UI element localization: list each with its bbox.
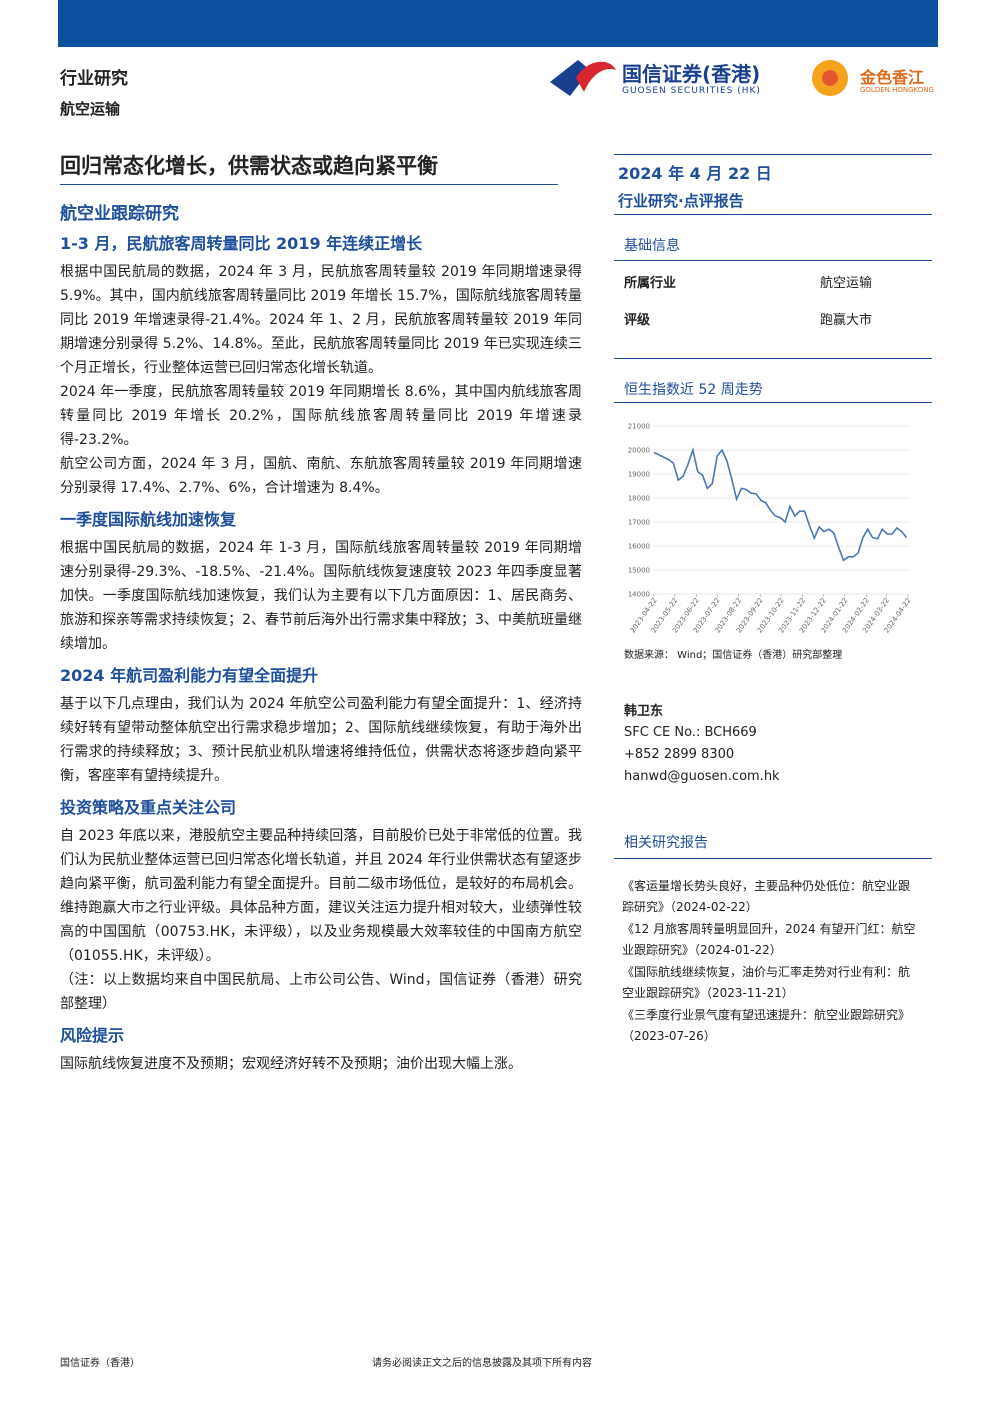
analyst-email: hanwd@guosen.com.hk: [624, 769, 780, 784]
y-tick-label: 15000: [628, 567, 650, 575]
analyst-name: 韩卫东: [624, 704, 664, 719]
analyst-sfc: SFC CE No.: BCH669: [624, 725, 757, 740]
body: 1-3 月，民航旅客周转量同比 2019 年连续正增长根据中国民航局的数据，20…: [60, 232, 582, 1076]
y-tick-label: 19000: [628, 471, 650, 479]
rule: [614, 214, 932, 215]
paragraph: 航空公司方面，2024 年 3 月，国航、南航、东航旅客周转量较 2019 年同…: [60, 456, 582, 496]
paragraph: 自 2023 年底以来，港股航空主要品种持续回落，目前股价已处于非常低的位置。我…: [60, 828, 582, 964]
y-tick-label: 16000: [628, 543, 650, 551]
y-tick-label: 20000: [628, 447, 650, 455]
related-item: 《三季度行业景气度有望迅速提升：航空业跟踪研究》（2023-07-26）: [622, 1008, 911, 1043]
info-title: 基础信息: [624, 238, 680, 254]
logo-icon: [550, 60, 616, 96]
chart-title: 恒生指数近 52 周走势: [624, 382, 763, 398]
info-row: 所属行业 航空运输: [624, 272, 924, 309]
section-heading: 2024 年航司盈利能力有望全面提升: [60, 666, 319, 685]
related-item: 《国际航线继续恢复，油价与汇率走势对行业有利：航空业跟踪研究》（2023-11-…: [622, 965, 911, 1000]
title-rule: [60, 184, 558, 185]
logo-en: GUOSEN SECURITIES (HK): [622, 86, 761, 96]
line-series: [653, 447, 908, 562]
chart: 14000 15000 16000 17000 18000 19000 20000 21000…: [628, 423, 913, 635]
paragraph: 根据中国民航局的数据，2024 年 3 月，民航旅客周转量较 2019 年同期增…: [60, 264, 582, 376]
rule: [614, 858, 932, 859]
y-tick-label: 17000: [628, 519, 650, 527]
paragraph: 根据中国民航局的数据，2024 年 1-3 月，国际航线旅客周转量较 2019 …: [60, 540, 582, 652]
paragraph: 2024 年一季度，民航旅客周转量较 2019 年同期增长 8.6%，其中国内航…: [60, 384, 582, 448]
footer-center: 请务必阅读正文之后的信息披露及其项下所有内容: [372, 1358, 592, 1369]
section-heading: 投资策略及重点关注公司: [60, 798, 237, 817]
rule: [614, 402, 932, 403]
logo2-icon: [812, 60, 848, 96]
related-item: 《12 月旅客周转量明显回升，2024 有望开门红：航空业跟踪研究》（2024-…: [622, 922, 916, 957]
top-bar: [58, 0, 938, 47]
rule: [614, 260, 932, 261]
logo-cn: 国信证券(香港): [622, 62, 761, 86]
logo2-en: GOLDEN HONGKONG: [860, 86, 934, 94]
y-tick-label: 14000: [628, 591, 650, 599]
section-heading: 一季度国际航线加速恢复: [60, 510, 237, 529]
category: 行业研究: [60, 69, 128, 89]
sector: 航空运输: [60, 100, 121, 118]
footer-left: 国信证券（香港）: [60, 1358, 140, 1369]
analyst-phone: +852 2899 8300: [624, 747, 735, 762]
source: 数据来源： Wind；国信证券（香港）研究部整理: [624, 650, 843, 661]
related-title: 相关研究报告: [624, 835, 708, 851]
info-value: 跑赢大市: [820, 313, 873, 328]
paragraph: 基于以下几点理由，我们认为 2024 年航空公司盈利能力有望全面提升：1、经济持…: [60, 696, 582, 784]
related-item: 《客运量增长势头良好，主要品种仍处低位：航空业跟踪研究》（2024-02-22）: [622, 879, 911, 914]
info-value: 航空运输: [820, 276, 873, 291]
info-row: 评级 跑赢大市: [624, 309, 924, 346]
date: 2024 年 4 月 22 日: [618, 164, 772, 183]
subtitle: 航空业跟踪研究: [60, 204, 179, 224]
info-key: 评级: [624, 313, 651, 328]
paragraph: （注：以上数据均来自中国民航局、上市公司公告、Wind，国信证券（香港）研究部整…: [60, 972, 582, 1012]
paragraph: 国际航线恢复进度不及预期；宏观经济好转不及预期；油价出现大幅上涨。: [60, 1056, 522, 1072]
rule: [614, 154, 932, 155]
title: 回归常态化增长，供需状态或趋向紧平衡: [60, 154, 438, 178]
section-heading: 风险提示: [60, 1026, 125, 1045]
rule: [614, 358, 932, 359]
related-list: 《客运量增长势头良好，主要品种仍处低位：航空业跟踪研究》（2024-02-22）…: [622, 876, 918, 1048]
y-tick-label: 18000: [628, 495, 650, 503]
report-type: 行业研究·点评报告: [618, 192, 744, 210]
info-table: 所属行业 航空运输评级 跑赢大市: [624, 272, 924, 346]
section-heading: 1-3 月，民航旅客周转量同比 2019 年连续正增长: [60, 234, 423, 253]
info-key: 所属行业: [624, 276, 677, 291]
y-tick-label: 21000: [628, 423, 650, 431]
logo2-cn: 金色香江: [860, 68, 925, 87]
